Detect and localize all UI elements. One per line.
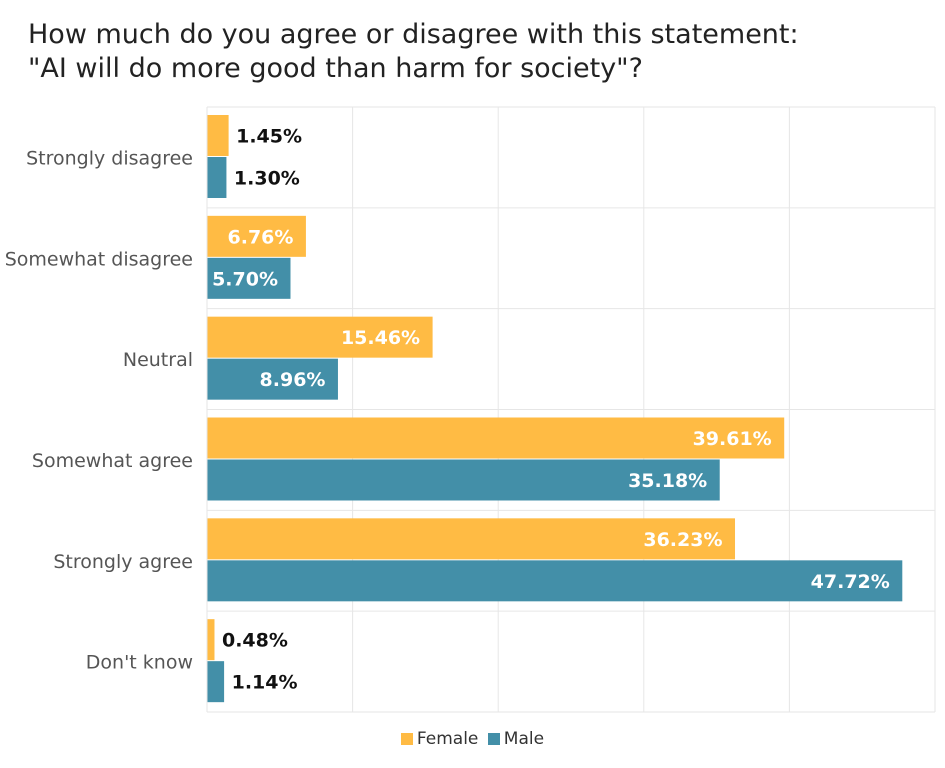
data-label-male: 1.14% [232,672,298,694]
data-label-male: 47.72% [811,571,890,593]
bar-chart-plot: Strongly disagree 1.45% 1.30% Somewhat disa… [5,106,936,713]
data-label-female: 6.76% [228,226,294,248]
bar-female [207,215,306,257]
data-label-male: 1.30% [234,168,300,190]
chart-title-line-2: "AI will do more good than harm for soci… [28,53,643,84]
bar-female [207,518,736,560]
data-label-female: 1.45% [236,126,302,148]
legend-swatch-male [487,733,500,745]
data-label-female: 0.48% [222,630,288,652]
bar-male [207,459,720,501]
chart-title-line-1: How much do you agree or disagree with t… [28,19,799,50]
chart-legend: Female Male [0,729,945,750]
category-label: Don't know [86,652,193,674]
legend-swatch-female [400,733,413,745]
chart-title: How much do you agree or disagree with t… [28,18,928,86]
bar-male [207,661,225,703]
data-label-female: 15.46% [341,327,420,349]
data-label-female: 36.23% [643,529,722,551]
legend-item-female: Female [400,729,479,749]
category-label: Somewhat agree [32,450,193,472]
legend-label-female: Female [416,729,479,749]
data-label-male: 35.18% [628,470,707,492]
bar-male [207,560,903,602]
category-label: Strongly disagree [26,147,193,169]
data-label-male: 5.70% [212,268,278,290]
bar-male [207,257,291,299]
bar-female [207,619,215,661]
bar-female [207,417,785,459]
category-label: Somewhat disagree [5,248,193,270]
category-label: Neutral [123,349,193,371]
bar-female [207,316,433,358]
legend-label-male: Male [503,729,545,749]
bar-female [207,115,229,156]
data-label-female: 39.61% [693,428,772,450]
category-label: Strongly agree [53,551,193,573]
data-label-male: 8.96% [260,369,326,391]
legend-item-male: Male [487,729,545,749]
bar-male [207,358,338,400]
bar-male [207,157,227,198]
